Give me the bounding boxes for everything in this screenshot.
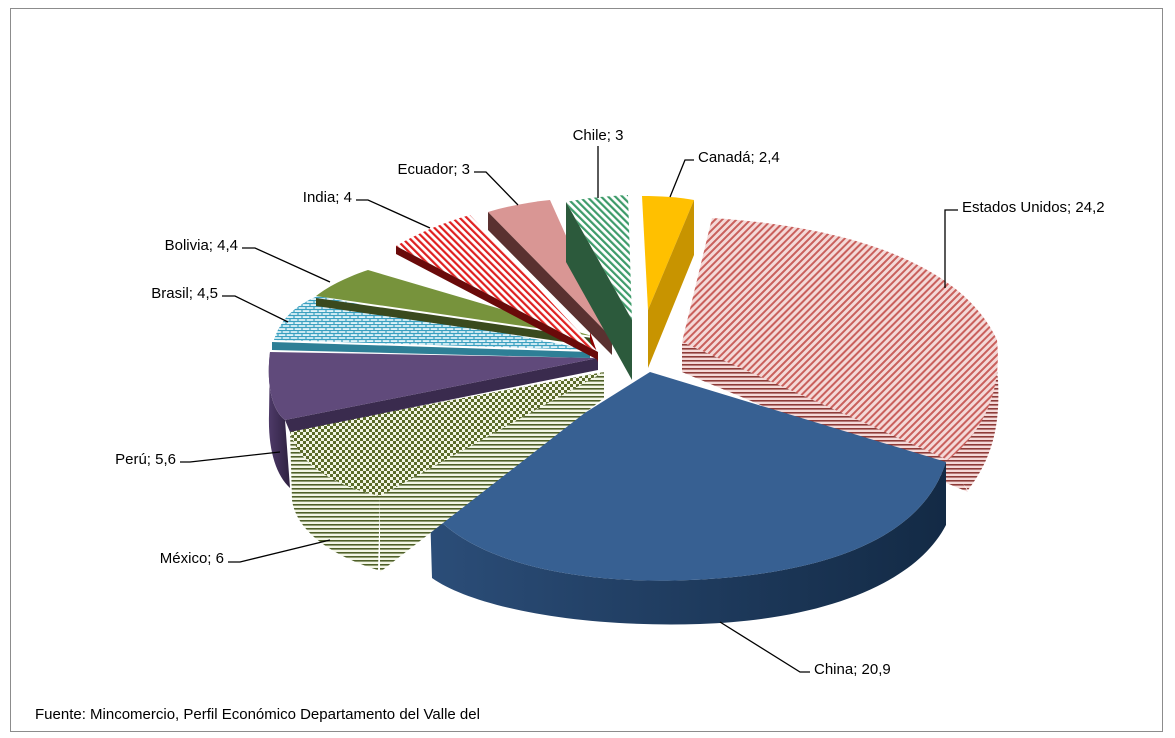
slice-mexico xyxy=(290,372,604,572)
data-label-peru: Perú; 5,6 xyxy=(115,451,176,468)
leader-mexico xyxy=(228,539,331,563)
data-labels: Estados Unidos; 24,2 China; 20,9 México;… xyxy=(115,127,1104,678)
slice-canada-side xyxy=(648,200,694,368)
data-label-bolivia: Bolivia; 4,4 xyxy=(165,237,238,254)
slice-india-edge xyxy=(396,246,598,360)
slice-chile xyxy=(566,195,632,380)
leader-china xyxy=(719,621,810,673)
data-label-mexico: México; 6 xyxy=(160,550,224,567)
slice-mexico-top xyxy=(290,372,604,496)
slice-india xyxy=(396,215,598,362)
source-note: Fuente: Mincomercio, Perfil Económico De… xyxy=(35,706,480,723)
slice-peru xyxy=(268,352,598,488)
slice-peru-top xyxy=(268,352,598,420)
slice-ecuador xyxy=(488,200,612,355)
data-label-ecuador: Ecuador; 3 xyxy=(397,161,470,178)
data-label-canada: Canadá; 2,4 xyxy=(698,149,780,166)
data-label-estados-unidos: Estados Unidos; 24,2 xyxy=(962,199,1105,216)
data-label-china: China; 20,9 xyxy=(814,661,891,678)
leader-brasil xyxy=(222,295,289,323)
slice-ecuador-side xyxy=(488,212,612,355)
slice-canada xyxy=(642,196,694,368)
slice-ecuador-top xyxy=(488,200,612,338)
slice-mexico-side xyxy=(290,430,380,570)
slice-chile-top xyxy=(566,195,632,320)
leader-lines xyxy=(180,146,958,673)
data-label-india: India; 4 xyxy=(303,189,352,206)
slice-bolivia-side xyxy=(316,298,592,346)
slice-estados-unidos-top xyxy=(682,218,998,460)
slice-china-side xyxy=(430,462,946,625)
slice-peru-side xyxy=(268,352,290,488)
leader-bolivia xyxy=(242,247,331,283)
slice-china-top xyxy=(430,372,946,581)
slice-chile-side xyxy=(566,202,632,380)
slice-china xyxy=(430,372,946,625)
leader-estados-unidos xyxy=(944,209,958,288)
slice-peru-side-inner xyxy=(285,358,598,432)
slice-mexico-side-inner xyxy=(380,372,604,572)
data-label-brasil: Brasil; 4,5 xyxy=(151,285,218,302)
leader-canada xyxy=(669,159,694,198)
slice-canada-top xyxy=(642,196,694,310)
data-label-chile: Chile; 3 xyxy=(573,127,624,144)
leader-ecuador xyxy=(474,171,519,206)
slice-brasil-side xyxy=(272,342,590,358)
leader-india xyxy=(356,199,431,229)
slice-india-top xyxy=(396,215,598,352)
leader-peru xyxy=(180,451,281,463)
